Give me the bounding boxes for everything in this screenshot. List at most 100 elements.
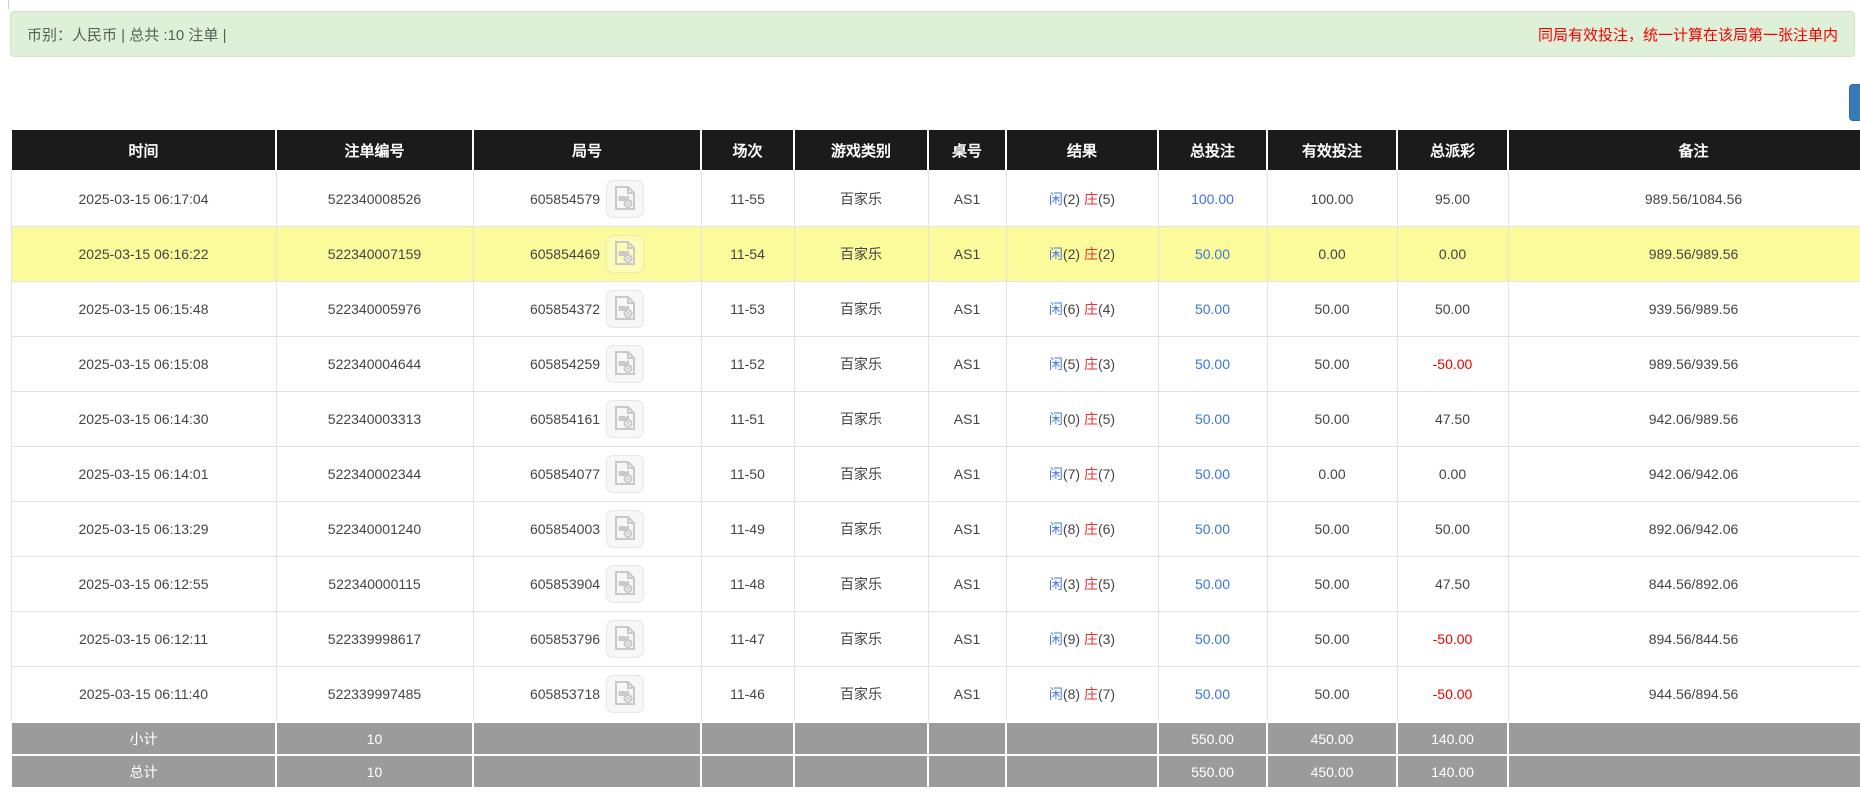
round-cell: 605854372 [472,281,702,337]
player-result-score: (8) [1062,686,1081,702]
player-result-score: (0) [1062,411,1081,427]
round-id: 605854469 [529,246,601,262]
table-no-cell: AS1 [927,170,1007,227]
video-replay-button[interactable] [606,620,645,658]
col-header-result: 结果 [1005,128,1159,172]
result-cell: 闲(2) 庄(2) [1005,226,1159,282]
banker-result-label: 庄 [1083,301,1098,317]
col-header-round: 局号 [472,128,702,172]
time-cell: 2025-03-15 06:14:01 [10,446,277,502]
total-bet-link[interactable]: 50.00 [1194,301,1231,317]
round-cell: 605853904 [472,556,702,612]
session-cell: 11-50 [700,446,795,502]
video-file-icon [614,625,636,653]
round-id: 605853718 [529,686,601,702]
video-replay-button[interactable] [606,345,645,383]
video-replay-button[interactable] [606,455,645,493]
total-bet-link[interactable]: 100.00 [1191,191,1234,207]
col-header-time: 时间 [10,128,277,172]
col-header-table-no: 桌号 [927,128,1007,172]
payout-cell: -50.00 [1396,336,1509,392]
time-cell: 2025-03-15 06:15:08 [10,336,277,392]
total-bet-cell: 50.00 [1157,611,1268,667]
remark-cell: 892.06/942.06 [1507,501,1860,557]
valid-bet-cell: 0.00 [1266,226,1398,282]
banker-result-score: (4) [1097,301,1116,317]
subtotal-payout: 140.00 [1396,721,1509,756]
result-cell: 闲(8) 庄(7) [1005,666,1159,723]
banker-result-label: 庄 [1083,466,1098,482]
col-header-bet-id: 注单编号 [275,128,474,172]
bet-id-cell: 522340000115 [275,556,474,612]
table-no-cell: AS1 [927,281,1007,337]
table-no-cell: AS1 [927,556,1007,612]
total-total-bet: 550.00 [1157,754,1268,789]
time-cell: 2025-03-15 06:17:04 [10,170,277,227]
table-row: 2025-03-15 06:15:48 522340005976 6058543… [10,281,1860,337]
total-bet-link[interactable]: 50.00 [1194,521,1231,537]
total-bet-link[interactable]: 50.00 [1194,246,1231,262]
video-replay-button[interactable] [606,290,645,328]
remark-cell: 944.56/894.56 [1507,666,1860,723]
round-id: 605853796 [529,631,601,647]
player-result-score: (9) [1062,631,1081,647]
table-row: 2025-03-15 06:16:22 522340007159 6058544… [10,226,1860,282]
player-result-label: 闲 [1048,301,1063,317]
total-bet-cell: 50.00 [1157,226,1268,282]
bet-table: 时间 注单编号 局号 场次 游戏类别 桌号 结果 总投注 有效投注 总派彩 备注… [10,128,1860,789]
total-bet-cell: 50.00 [1157,556,1268,612]
banker-result-label: 庄 [1083,576,1098,592]
total-bet-link[interactable]: 50.00 [1194,576,1231,592]
banker-result-label: 庄 [1083,686,1098,702]
time-cell: 2025-03-15 06:12:11 [10,611,277,667]
table-no-cell: AS1 [927,446,1007,502]
col-header-remark: 备注 [1507,128,1860,172]
game-type-cell: 百家乐 [793,446,929,502]
video-replay-button[interactable] [606,235,645,273]
video-replay-button[interactable] [606,675,645,713]
header-row: 时间 注单编号 局号 场次 游戏类别 桌号 结果 总投注 有效投注 总派彩 备注 [10,128,1860,172]
session-cell: 11-49 [700,501,795,557]
video-replay-button[interactable] [606,400,645,438]
total-bet-cell: 50.00 [1157,391,1268,447]
total-row: 总计 10 550.00 450.00 140.00 [10,754,1860,789]
total-bet-link[interactable]: 50.00 [1194,631,1231,647]
payout-cell: 0.00 [1396,446,1509,502]
table-no-cell: AS1 [927,611,1007,667]
round-id: 605854259 [529,356,601,372]
bet-id-cell: 522339998617 [275,611,474,667]
valid-bet-cell: 50.00 [1266,281,1398,337]
col-header-session: 场次 [700,128,795,172]
video-replay-button[interactable] [606,180,645,218]
remark-cell: 942.06/989.56 [1507,391,1860,447]
valid-bet-cell: 50.00 [1266,556,1398,612]
payout-cell: -50.00 [1396,666,1509,723]
total-bet-link[interactable]: 50.00 [1194,411,1231,427]
session-cell: 11-55 [700,170,795,227]
player-result-label: 闲 [1048,246,1063,262]
total-bet-cell: 50.00 [1157,666,1268,723]
player-result-score: (6) [1062,301,1081,317]
game-type-cell: 百家乐 [793,281,929,337]
total-bet-link[interactable]: 50.00 [1194,356,1231,372]
table-body: 2025-03-15 06:17:04 522340008526 6058545… [10,170,1860,723]
col-header-payout: 总派彩 [1396,128,1509,172]
video-replay-button[interactable] [606,565,645,603]
remark-cell: 989.56/989.56 [1507,226,1860,282]
remark-cell: 989.56/1084.56 [1507,170,1860,227]
bet-id-cell: 522340007159 [275,226,474,282]
time-cell: 2025-03-15 06:11:40 [10,666,277,723]
col-header-total-bet: 总投注 [1157,128,1268,172]
total-bet-link[interactable]: 50.00 [1194,466,1231,482]
game-type-cell: 百家乐 [793,611,929,667]
table-row: 2025-03-15 06:11:40 522339997485 6058537… [10,666,1860,723]
clipped-action-button[interactable] [1849,84,1860,121]
valid-bet-cell: 100.00 [1266,170,1398,227]
video-file-icon [614,680,636,708]
round-id: 605854372 [529,301,601,317]
bet-id-cell: 522340002344 [275,446,474,502]
total-bet-link[interactable]: 50.00 [1194,686,1231,702]
video-replay-button[interactable] [606,510,645,548]
table-row: 2025-03-15 06:13:29 522340001240 6058540… [10,501,1860,557]
